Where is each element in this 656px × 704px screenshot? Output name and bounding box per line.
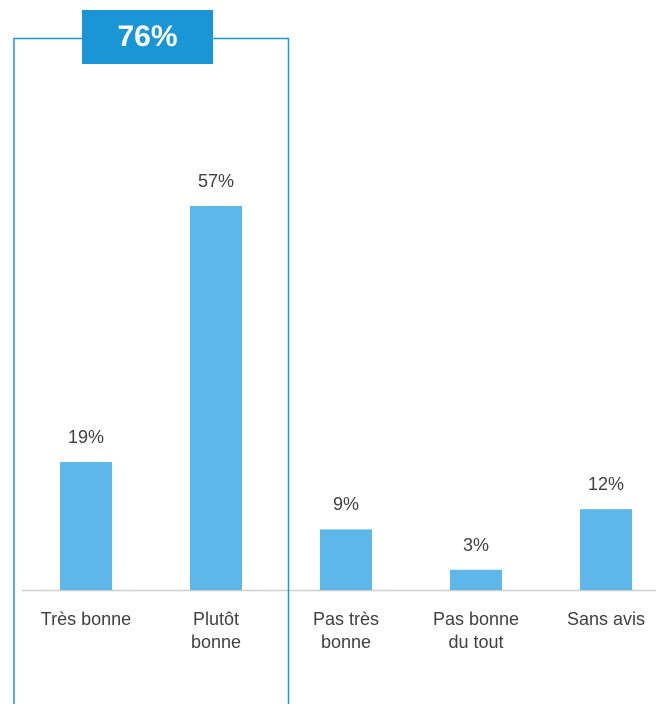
x-tick-label: Pas bonne du tout [432, 609, 520, 652]
x-tick-label: Pas très bonne [312, 609, 380, 652]
annotation: 76% [82, 10, 213, 64]
x-tick-label: Sans avis [566, 609, 646, 629]
bar [580, 509, 632, 590]
bracket [13, 37, 290, 704]
bar [450, 569, 502, 590]
bar [320, 529, 372, 590]
value-label: 12% [587, 474, 625, 495]
bar [60, 461, 112, 590]
x-tick-label: Plutôt bonne [190, 609, 242, 652]
value-label: 57% [197, 170, 235, 191]
bar [190, 205, 242, 590]
value-label: 19% [67, 426, 105, 447]
x-tick-label: Très bonne [40, 609, 132, 629]
value-label: 3% [462, 534, 489, 555]
value-label: 9% [332, 494, 359, 515]
